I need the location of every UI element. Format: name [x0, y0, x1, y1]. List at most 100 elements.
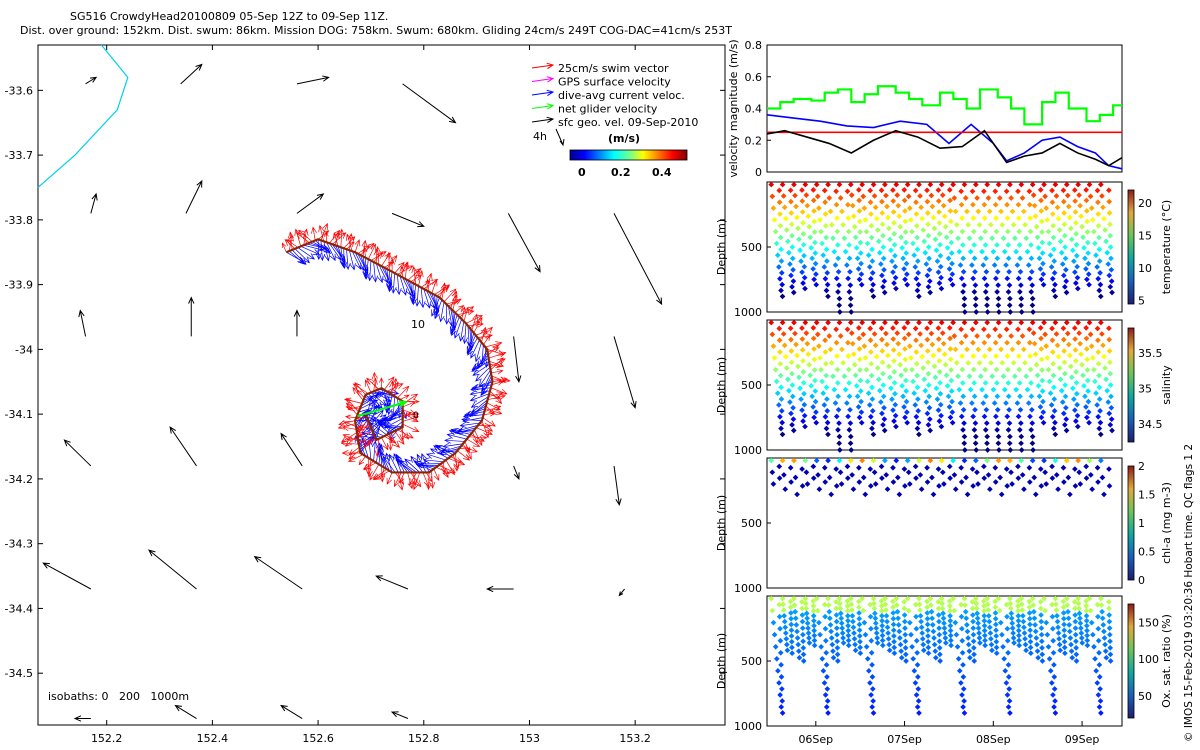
oxygen-point — [845, 617, 851, 624]
temperature-point — [1007, 181, 1013, 188]
salinity-point — [903, 388, 910, 394]
salinity-point — [770, 343, 777, 349]
temperature-point — [922, 249, 929, 256]
map-x-tick-label: 153.2 — [619, 732, 651, 745]
temperature-point — [1038, 218, 1045, 225]
salinity-point — [915, 408, 922, 414]
salinity-point — [844, 326, 851, 333]
oxygen-point — [1072, 612, 1078, 618]
salinity-point — [982, 366, 988, 373]
track-label-10: 10 — [411, 318, 425, 331]
temperature-point — [925, 221, 931, 228]
temperature-point — [1100, 204, 1106, 211]
salinity-point — [817, 355, 823, 361]
salinity-point — [879, 336, 885, 343]
oxygen-point — [963, 615, 970, 622]
oxygen-point — [910, 655, 917, 662]
temperature-point — [779, 281, 785, 288]
chla-point — [1106, 466, 1112, 472]
salinity-point — [914, 372, 920, 379]
temperature-point — [936, 231, 943, 237]
temperature-point — [799, 187, 805, 193]
salinity-point — [921, 376, 928, 383]
temperature-point — [995, 302, 1002, 309]
salinity-point — [1028, 380, 1034, 386]
dac-vector — [446, 432, 467, 440]
oxygen-point — [879, 617, 885, 624]
oxygen-point — [896, 628, 903, 635]
temperature-point — [913, 275, 920, 282]
oxygen-point — [1004, 625, 1011, 632]
salinity-point — [885, 352, 891, 359]
temperature-point — [1064, 192, 1071, 199]
oxygen-point — [895, 615, 901, 622]
chla-point — [1063, 457, 1070, 464]
chla-point — [883, 472, 890, 478]
oxygen-point — [879, 613, 885, 619]
oxygen-point — [857, 644, 863, 651]
oxygen-point — [984, 601, 991, 608]
salinity-point — [1083, 335, 1090, 342]
oxygen-point — [1083, 617, 1090, 624]
swim-vector — [473, 316, 483, 334]
salinity-point — [877, 387, 883, 394]
dac-vector — [483, 347, 490, 368]
temperature-point — [870, 293, 877, 300]
oxygen-point — [960, 662, 966, 668]
temperature-point — [925, 244, 932, 250]
temperature-colorbar-tick: 20 — [1138, 197, 1152, 210]
temperature-point — [844, 188, 851, 195]
chla-point — [985, 472, 992, 478]
chla-point — [906, 481, 913, 487]
oxygen-point — [920, 647, 927, 654]
oxygen-point — [946, 598, 953, 604]
salinity-point — [1102, 365, 1108, 371]
temperature-point — [865, 252, 872, 259]
salinity-point — [1085, 409, 1092, 415]
oxygen-point — [1037, 599, 1044, 605]
chla-point — [791, 457, 797, 464]
temperature-point — [818, 228, 824, 235]
map-y-tick-label: -34.5 — [5, 667, 33, 680]
salinity-point — [793, 341, 799, 348]
swim-vector — [348, 446, 360, 456]
salinity-point — [833, 339, 840, 346]
chla-point — [792, 474, 799, 481]
oxygen-point — [1087, 607, 1094, 614]
temperature-point — [852, 234, 859, 241]
oxygen-point — [950, 595, 956, 602]
chla-point — [950, 457, 956, 464]
salinity-point — [785, 376, 791, 383]
salinity-point — [983, 420, 990, 427]
salinity-point — [1062, 393, 1069, 400]
salinity-point — [1012, 373, 1018, 380]
salinity-point — [1004, 353, 1011, 359]
oxygen-point — [885, 630, 891, 636]
salinity-point — [998, 346, 1004, 353]
oxygen-point — [1095, 692, 1102, 698]
swim-vector — [454, 304, 465, 313]
temperature-point — [1109, 289, 1115, 296]
temperature-point — [769, 193, 776, 200]
salinity-point — [796, 374, 802, 381]
salinity-point — [971, 427, 978, 433]
oxygen-point — [883, 613, 890, 619]
legend-label: GPS surface velocity — [558, 76, 671, 89]
salinity-point — [812, 388, 819, 394]
oxygen-point — [931, 641, 938, 648]
salinity-point — [1024, 386, 1031, 393]
dac-vector — [409, 283, 416, 305]
oxygen-point — [795, 641, 802, 648]
chla-point — [917, 472, 924, 478]
temperature-point — [1063, 278, 1070, 284]
temperature-point — [889, 258, 895, 265]
chla-point — [1015, 463, 1021, 470]
temperature-point — [833, 188, 839, 195]
temperature-point — [827, 208, 834, 215]
salinity-point — [1082, 393, 1088, 400]
salinity-point — [832, 400, 839, 406]
dac-vector — [470, 396, 489, 408]
oxygen-point — [959, 649, 966, 656]
salinity-point — [1038, 335, 1044, 342]
salinity-point — [1073, 418, 1079, 424]
